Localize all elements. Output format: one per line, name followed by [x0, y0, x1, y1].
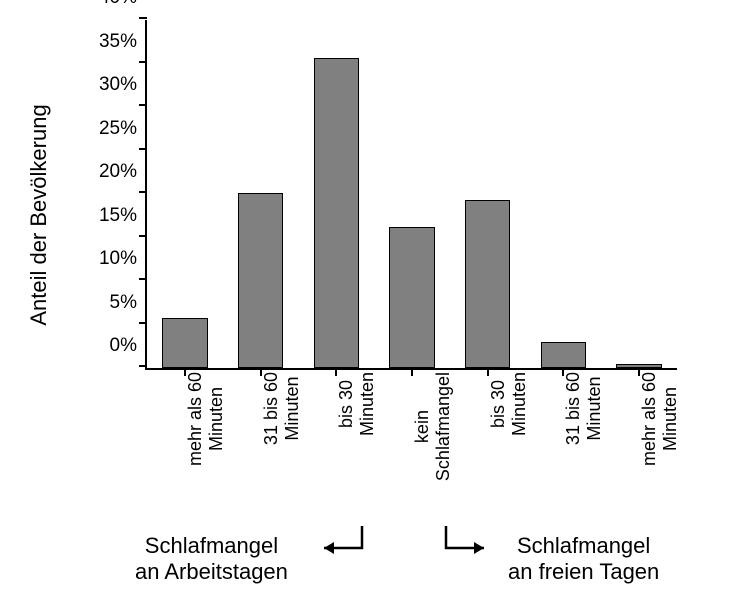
y-tick-mark	[139, 104, 147, 106]
x-category-label: mehr als 60Minuten	[639, 372, 680, 466]
x-category-label-line2: Minuten	[584, 372, 605, 445]
y-tick-label: 20%	[99, 161, 147, 183]
annotation-right-line2: an freien Tagen	[508, 559, 659, 584]
annotation-left: Schlafmangel an Arbeitstagen	[135, 533, 288, 586]
x-category-label-line2: Minuten	[281, 372, 302, 445]
y-tick-mark	[139, 191, 147, 193]
x-category-label: mehr als 60Minuten	[185, 372, 226, 466]
plot-area: 0%5%10%15%20%25%30%35%40%mehr als 60Minu…	[145, 20, 677, 370]
x-category-label-line1: 31 bis 60	[563, 372, 584, 445]
annotation-left-line1: Schlafmangel	[145, 533, 278, 558]
annotation-right: Schlafmangel an freien Tagen	[508, 533, 659, 586]
x-category-label-line2: Minuten	[660, 372, 681, 466]
bar	[314, 58, 359, 368]
x-category-label: keinSchlafmangel	[412, 372, 453, 481]
y-tick-label: 15%	[99, 205, 147, 227]
y-tick-mark	[139, 17, 147, 19]
y-tick-mark	[139, 365, 147, 367]
x-category-label-line1: bis 30	[336, 372, 357, 436]
x-category-label-line2: Minuten	[508, 372, 529, 436]
y-tick-label: 25%	[99, 118, 147, 140]
y-tick-label: 10%	[99, 248, 147, 270]
x-category-label: 31 bis 60Minuten	[563, 372, 604, 445]
y-tick-mark	[139, 235, 147, 237]
y-tick-label: 40%	[99, 0, 147, 9]
x-category-label: bis 30Minuten	[336, 372, 377, 436]
x-category-label-line2: Minuten	[357, 372, 378, 436]
chart-stage: Anteil der Bevölkerung 0%5%10%15%20%25%3…	[0, 0, 750, 608]
y-tick-label: 0%	[110, 335, 147, 357]
arrow-left-icon	[312, 526, 372, 566]
x-category-label-line1: bis 30	[488, 372, 509, 436]
annotation-left-line2: an Arbeitstagen	[135, 559, 288, 584]
y-tick-mark	[139, 278, 147, 280]
x-category-label-line1: kein	[412, 372, 433, 481]
bar	[465, 200, 510, 368]
arrow-right-icon	[436, 526, 496, 566]
x-category-label: 31 bis 60Minuten	[261, 372, 302, 445]
x-category-label-line1: mehr als 60	[185, 372, 206, 466]
bar	[162, 318, 207, 368]
x-category-label-line1: 31 bis 60	[261, 372, 282, 445]
y-tick-mark	[139, 61, 147, 63]
y-tick-mark	[139, 148, 147, 150]
annotation-right-line1: Schlafmangel	[517, 533, 650, 558]
y-tick-mark	[139, 322, 147, 324]
y-axis-title: Anteil der Bevölkerung	[26, 104, 52, 325]
x-category-label-line1: mehr als 60	[639, 372, 660, 466]
x-category-label-line2: Minuten	[206, 372, 227, 466]
bar	[238, 193, 283, 368]
bar	[389, 227, 434, 368]
y-tick-label: 5%	[110, 292, 147, 314]
y-tick-label: 35%	[99, 31, 147, 53]
x-category-label: bis 30Minuten	[488, 372, 529, 436]
x-category-label-line2: Schlafmangel	[433, 372, 454, 481]
bar	[541, 342, 586, 368]
y-tick-label: 30%	[99, 74, 147, 96]
